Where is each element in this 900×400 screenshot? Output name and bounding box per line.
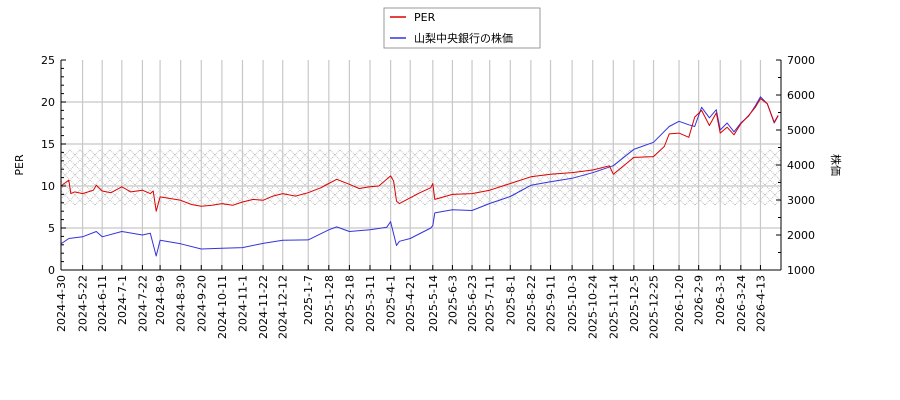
x-tick-label: 2025-7-11 <box>484 275 497 332</box>
left-tick-label: 0 <box>48 264 55 277</box>
x-tick-label: 2025-1-28 <box>323 275 336 332</box>
shaded-band <box>61 149 781 206</box>
x-tick-label: 2025-8-1 <box>504 275 517 325</box>
x-tick-label: 2024-4-30 <box>55 275 68 332</box>
x-tick-label: 2025-4-21 <box>404 275 417 332</box>
right-tick-label: 6000 <box>787 89 815 102</box>
x-tick-label: 2024-5-22 <box>77 275 90 332</box>
right-tick-label: 3000 <box>787 194 815 207</box>
x-tick-label: 2024-11-22 <box>257 275 270 339</box>
right-tick-label: 1000 <box>787 264 815 277</box>
x-tick-label: 2025-2-18 <box>343 275 356 332</box>
x-tick-label: 2026-1-20 <box>673 275 686 332</box>
x-tick-label: 2024-8-30 <box>175 275 188 332</box>
left-tick-label: 20 <box>41 96 55 109</box>
per-line <box>61 98 779 212</box>
legend-box <box>383 7 541 49</box>
stock-price-line <box>61 96 779 257</box>
x-tick-label: 2024-9-20 <box>195 275 208 332</box>
x-tick-label: 2025-11-14 <box>607 275 620 339</box>
x-tick-label: 2025-6-23 <box>466 275 479 332</box>
left-axis-ticks: 0 5 10 15 20 25 <box>41 54 66 277</box>
x-tick-label: 2024-8-9 <box>154 275 167 325</box>
x-tick-label: 2025-5-14 <box>427 275 440 332</box>
x-tick-label: 2025-9-11 <box>545 275 558 332</box>
right-axis-title: 株価 <box>829 154 843 176</box>
x-tick-label: 2025-6-3 <box>446 275 459 325</box>
x-tick-label: 2024-7-22 <box>136 275 149 332</box>
left-tick-label: 10 <box>41 180 55 193</box>
x-tick-label: 2024-11-1 <box>237 275 250 332</box>
x-axis-ticks: 2024-4-30 2024-5-22 2024-6-11 2024-7-1 2024-… <box>55 265 768 339</box>
right-tick-label: 5000 <box>787 124 815 137</box>
left-tick-label: 25 <box>41 54 55 67</box>
x-tick-label: 2025-4-1 <box>385 275 398 325</box>
left-tick-label: 5 <box>48 222 55 235</box>
legend-label-price: 山梨中央銀行の株価 <box>414 31 513 45</box>
x-tick-label: 2025-1-7 <box>302 275 315 325</box>
right-tick-label: 4000 <box>787 159 815 172</box>
x-tick-label: 2026-2-9 <box>693 275 706 325</box>
series-layer <box>61 96 779 257</box>
x-tick-label: 2024-12-12 <box>277 275 290 339</box>
left-tick-label: 15 <box>41 138 55 151</box>
legend-label-per: PER <box>414 11 436 24</box>
right-tick-label: 2000 <box>787 229 815 242</box>
x-tick-label: 2025-10-3 <box>566 275 579 332</box>
x-tick-label: 2024-7-1 <box>116 275 129 325</box>
x-tick-label: 2026-4-13 <box>755 275 768 332</box>
x-tick-label: 2025-12-25 <box>648 275 661 339</box>
x-tick-label: 2025-12-5 <box>628 275 641 332</box>
x-tick-label: 2025-10-24 <box>587 275 600 339</box>
x-tick-label: 2024-10-11 <box>216 275 229 339</box>
x-tick-label: 2024-6-11 <box>96 275 109 332</box>
legend: PER 山梨中央銀行の株価 <box>383 7 541 49</box>
left-axis-title: PER <box>13 154 26 176</box>
hatched-band <box>61 149 781 206</box>
x-tick-label: 2025-3-11 <box>364 275 377 332</box>
grid-lines <box>61 60 781 270</box>
right-axis-ticks: 1000 2000 3000 4000 5000 6000 7000 <box>776 54 815 277</box>
x-tick-label: 2026-3-3 <box>714 275 727 325</box>
right-tick-label: 7000 <box>787 54 815 67</box>
x-tick-label: 2025-8-22 <box>525 275 538 332</box>
x-tick-label: 2026-3-24 <box>735 275 748 332</box>
